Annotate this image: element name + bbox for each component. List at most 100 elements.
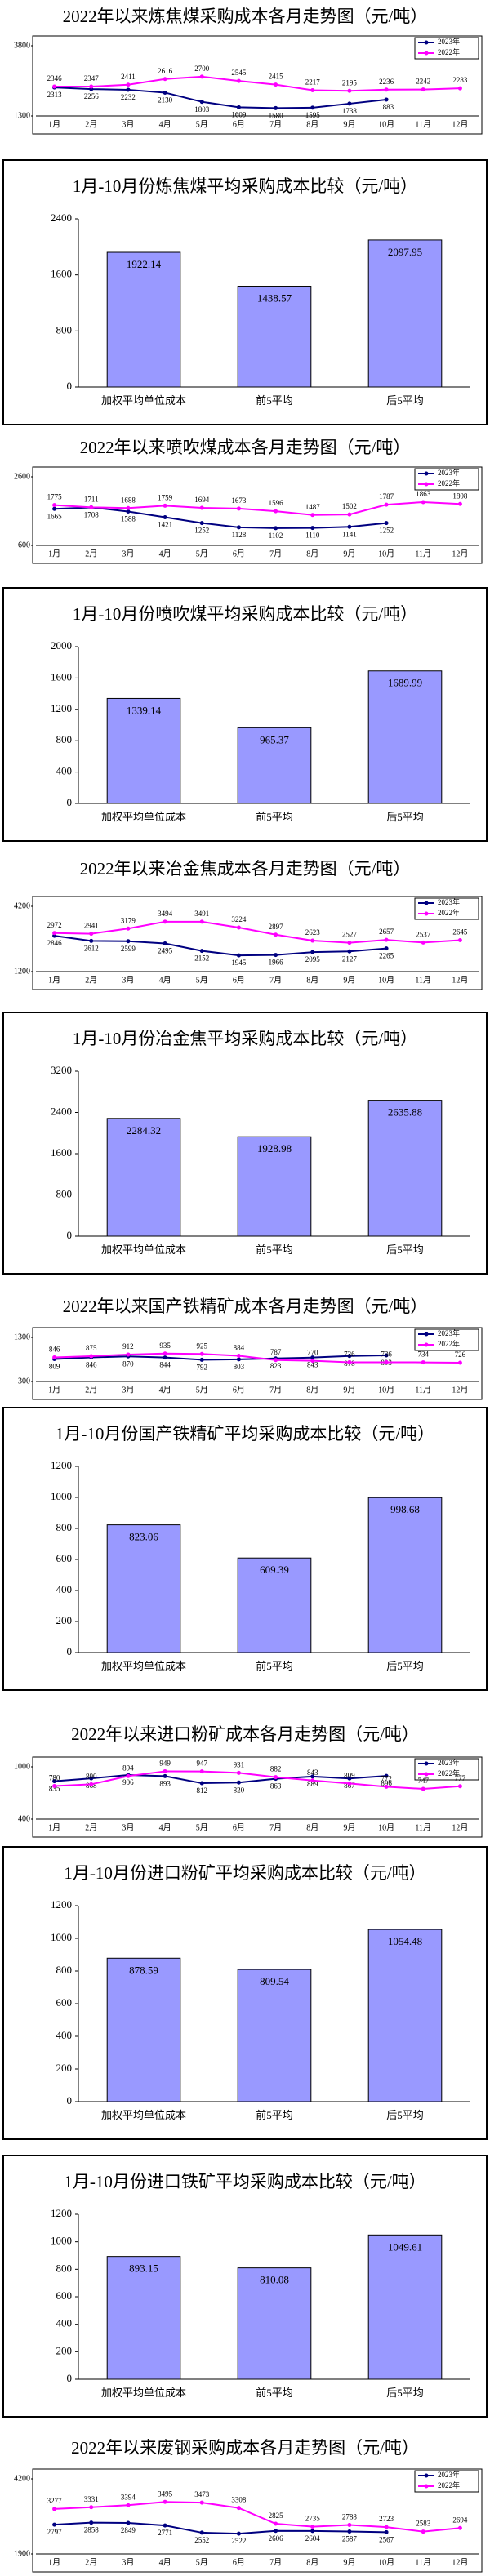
point xyxy=(310,2529,315,2534)
x-tick-label: 10月 xyxy=(378,1385,394,1395)
point xyxy=(274,953,278,958)
data-label: 889 xyxy=(307,1780,318,1788)
x-tick-label: 4月 xyxy=(159,1822,172,1832)
y-tick-label: 1600 xyxy=(51,1146,72,1159)
point xyxy=(310,950,315,954)
bar xyxy=(237,286,312,388)
data-label: 3331 xyxy=(84,2495,99,2503)
y-tick-label: 2400 xyxy=(51,1105,72,1117)
x-tick-label: 加权平均单位成本 xyxy=(101,1660,186,1672)
data-label: 2825 xyxy=(269,2511,284,2520)
point xyxy=(52,1783,57,1788)
x-tick-label: 6月 xyxy=(233,2557,245,2567)
x-tick-label: 3月 xyxy=(122,975,134,985)
point xyxy=(384,1359,389,1364)
point xyxy=(52,503,57,508)
data-label: 863 xyxy=(270,1782,282,1791)
bar xyxy=(237,727,312,804)
point xyxy=(52,2522,57,2527)
legend-box xyxy=(414,1328,479,1351)
legend-marker xyxy=(424,51,429,56)
y-tick-label: 1200 xyxy=(51,1459,72,1471)
y-tick-label: 3800 xyxy=(14,41,30,50)
panel-frame xyxy=(2,159,488,425)
plot-frame xyxy=(32,35,483,135)
series-line xyxy=(54,935,387,957)
point xyxy=(126,505,131,510)
data-label: 770 xyxy=(307,1349,318,1357)
y-tick-label: 600 xyxy=(56,1996,73,2009)
y-tick-label: 800 xyxy=(56,1521,73,1533)
data-label: 2700 xyxy=(194,65,210,73)
y-tick-label: 1600 xyxy=(51,670,72,683)
bar xyxy=(106,1524,181,1653)
x-tick-label: 12月 xyxy=(452,2557,468,2567)
point xyxy=(421,2529,425,2534)
data-label: 2130 xyxy=(158,96,173,105)
data-label: 823 xyxy=(270,1362,282,1370)
point xyxy=(384,521,389,526)
x-tick-label: 8月 xyxy=(306,2557,318,2567)
data-label: 1580 xyxy=(269,111,284,119)
x-tick-label: 后5平均 xyxy=(386,2109,424,2121)
data-label: 772 xyxy=(381,1774,392,1782)
point xyxy=(274,2529,278,2534)
point xyxy=(199,1781,204,1786)
plot-frame xyxy=(32,2468,483,2573)
y-tick-label: 600 xyxy=(56,1552,73,1564)
data-label: 1863 xyxy=(416,490,431,498)
x-tick-label: 6月 xyxy=(233,975,245,985)
legend-marker xyxy=(424,1332,429,1337)
point xyxy=(274,932,278,937)
point xyxy=(347,101,352,106)
x-tick-label: 12月 xyxy=(452,1385,468,1395)
x-tick-label: 5月 xyxy=(196,1822,208,1832)
point xyxy=(163,77,167,82)
x-tick-label: 9月 xyxy=(343,119,355,129)
point xyxy=(199,1351,204,1356)
point xyxy=(236,925,241,930)
legend-label: 2022年 xyxy=(438,1768,460,1777)
data-label: 1665 xyxy=(47,512,63,520)
data-label: 2527 xyxy=(342,931,358,939)
data-label: 1438.57 xyxy=(257,292,292,305)
point xyxy=(310,526,315,531)
data-label: 1945 xyxy=(231,959,247,967)
point xyxy=(457,937,462,942)
data-label: 2265 xyxy=(379,952,394,960)
y-tick-label: 800 xyxy=(56,1964,73,1976)
point xyxy=(163,941,167,945)
point xyxy=(310,105,315,110)
data-label: 2645 xyxy=(452,928,468,937)
point xyxy=(52,1355,57,1360)
x-tick-label: 5月 xyxy=(196,1385,208,1395)
point xyxy=(199,521,204,526)
data-label: 1128 xyxy=(232,531,247,539)
y-tick-label: 600 xyxy=(18,541,30,549)
point xyxy=(347,1359,352,1364)
x-tick-label: 2月 xyxy=(85,1385,97,1395)
legend-marker xyxy=(424,1761,429,1766)
data-label: 820 xyxy=(234,1786,245,1794)
series-line xyxy=(54,920,461,944)
panel-frame xyxy=(2,1407,488,1691)
x-tick-label: 11月 xyxy=(415,1385,431,1395)
x-tick-label: 12月 xyxy=(452,549,468,558)
x-tick-label: 12月 xyxy=(452,119,468,129)
data-label: 3179 xyxy=(121,916,136,924)
y-tick-label: 2400 xyxy=(51,211,72,224)
point xyxy=(236,1353,241,1358)
y-tick-label: 1200 xyxy=(51,702,72,714)
point xyxy=(236,78,241,83)
point xyxy=(199,505,204,510)
point xyxy=(310,1774,315,1779)
legend-label: 2023年 xyxy=(438,468,460,477)
x-tick-label: 1月 xyxy=(48,1385,60,1395)
x-tick-label: 8月 xyxy=(306,119,318,129)
x-tick-label: 4月 xyxy=(159,975,172,985)
x-tick-label: 12月 xyxy=(452,1822,468,1832)
x-tick-label: 加权平均单位成本 xyxy=(101,394,186,407)
data-label: 2537 xyxy=(416,930,431,938)
point xyxy=(310,1355,315,1360)
data-label: 2522 xyxy=(231,2537,246,2545)
